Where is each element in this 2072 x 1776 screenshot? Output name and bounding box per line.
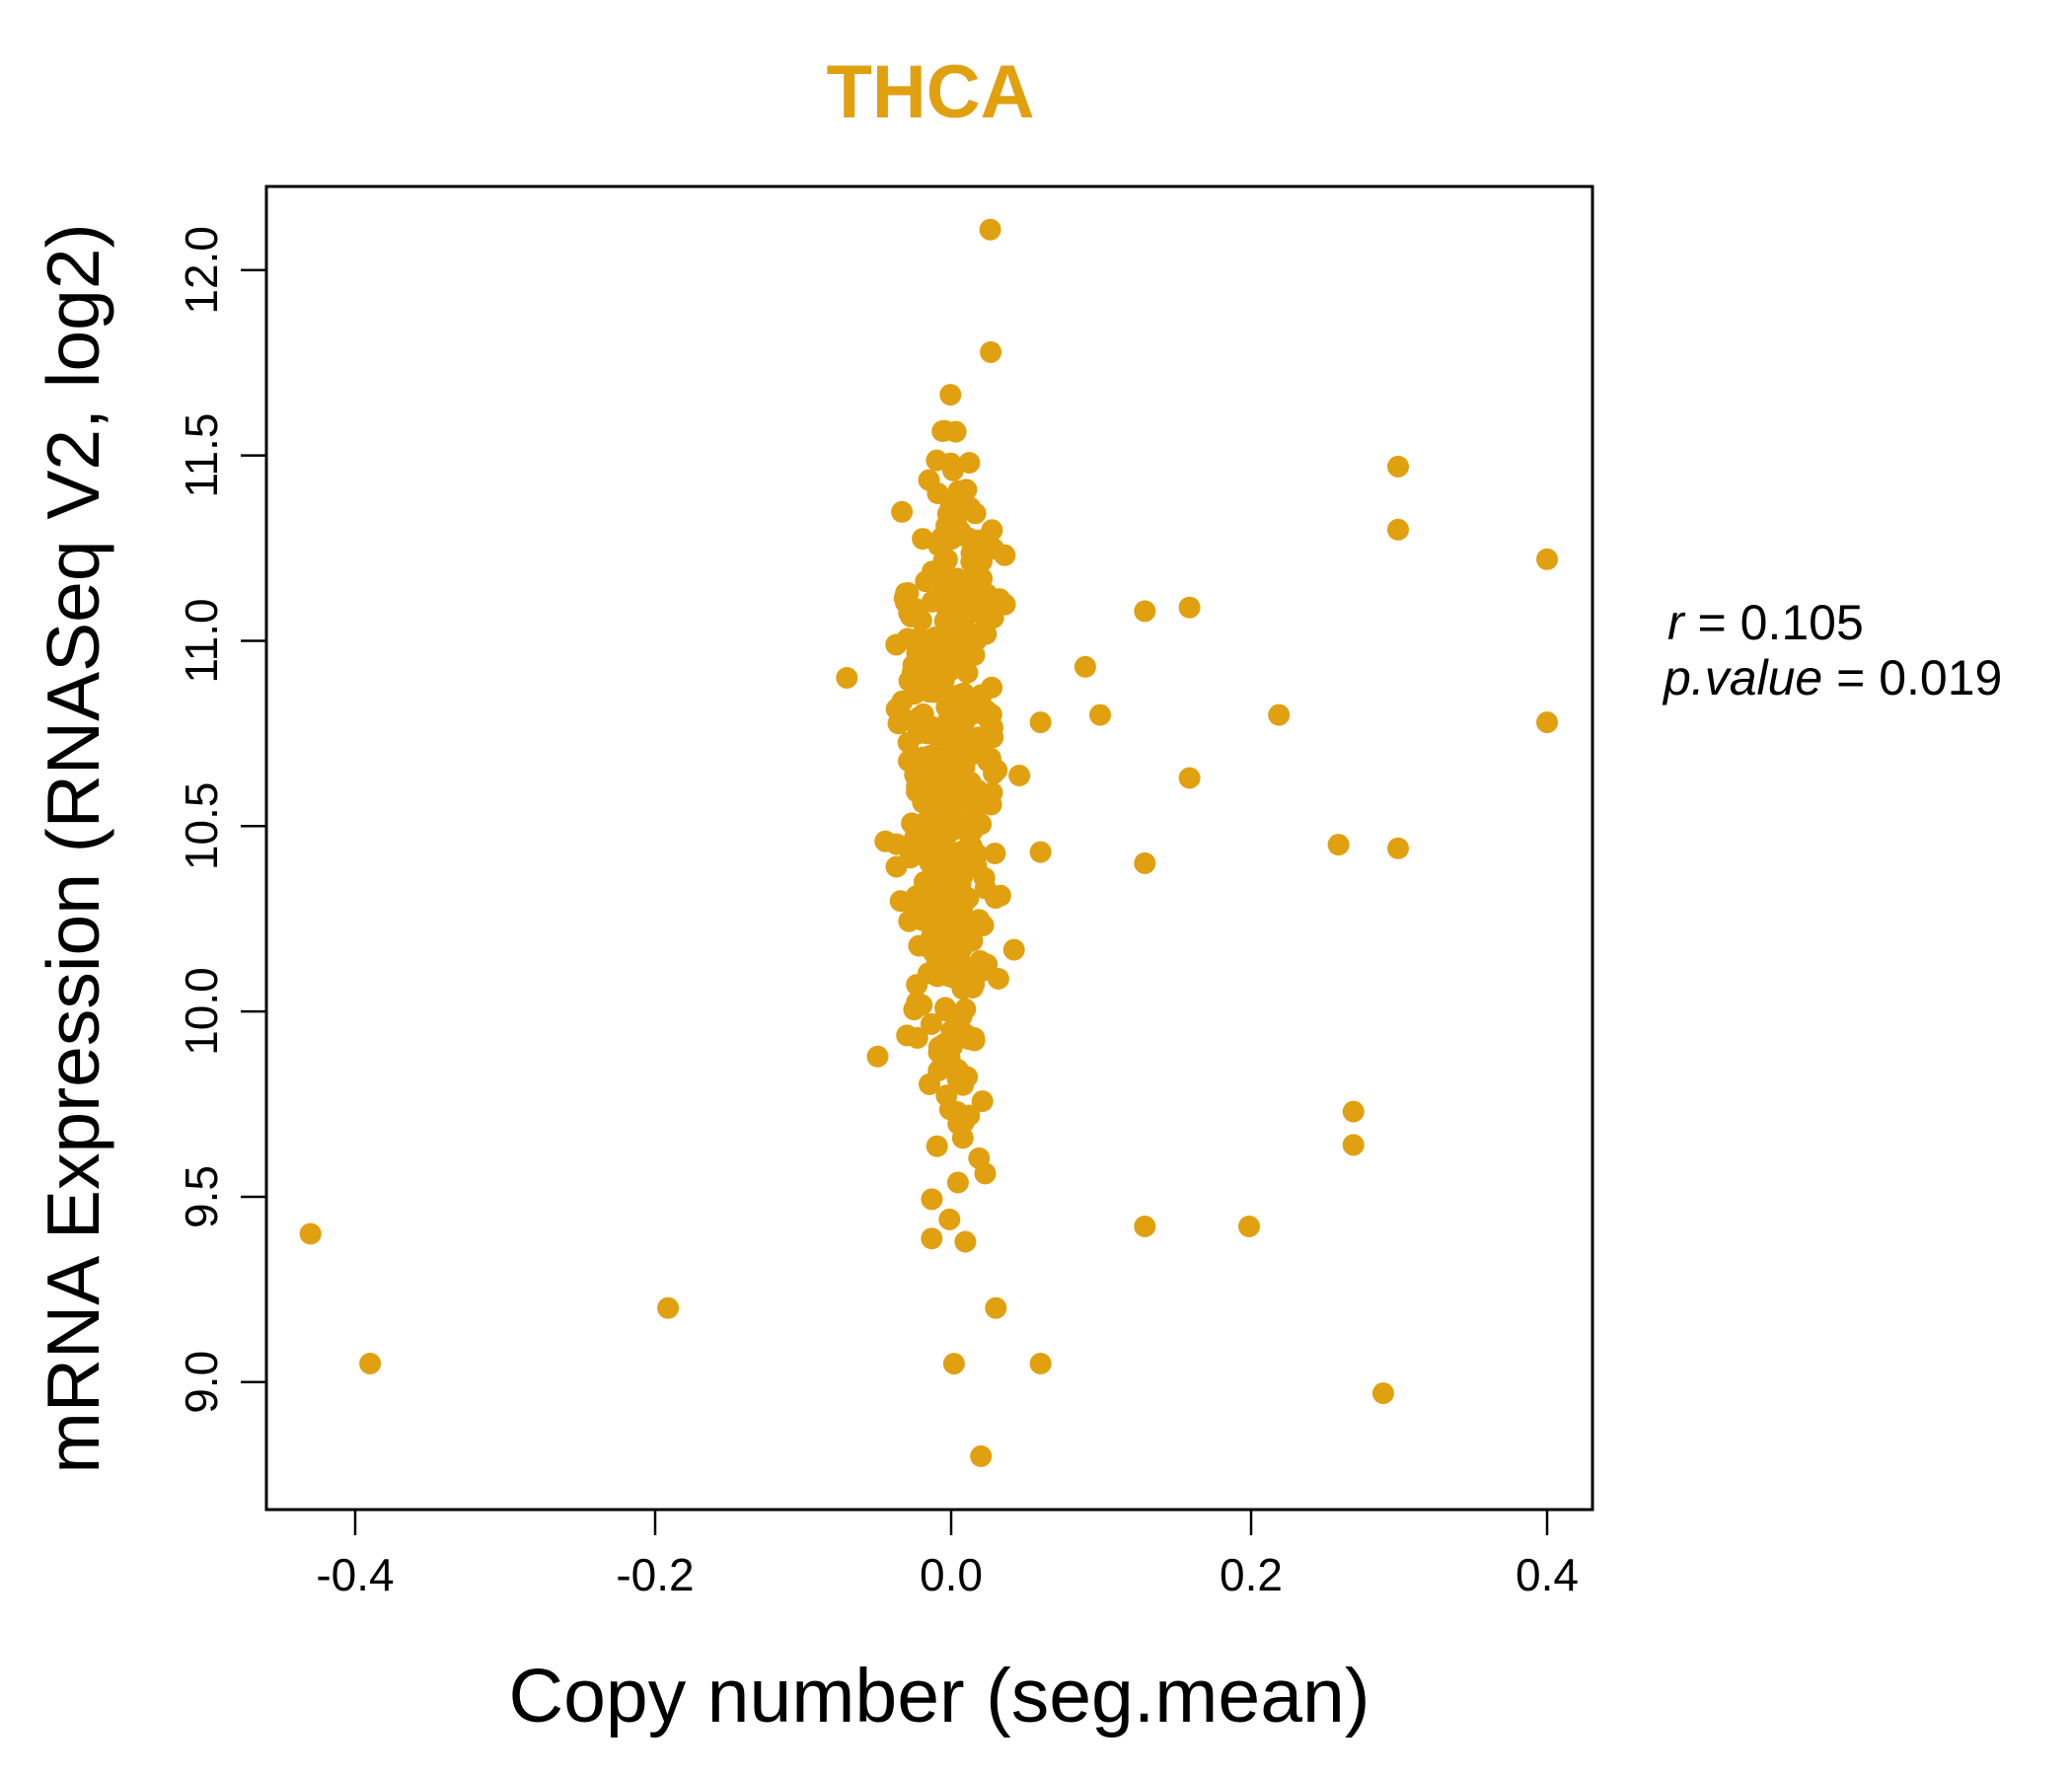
svg-text:10.0: 10.0: [176, 967, 227, 1056]
svg-text:11.0: 11.0: [176, 598, 227, 683]
svg-text:0.4: 0.4: [1516, 1549, 1579, 1600]
svg-text:11.5: 11.5: [176, 413, 227, 498]
svg-text:p.value = 0.019: p.value = 0.019: [1662, 650, 2002, 705]
svg-text:9.0: 9.0: [176, 1351, 227, 1414]
svg-text:Copy number (seg.mean): Copy number (seg.mean): [508, 1654, 1369, 1739]
svg-text:9.5: 9.5: [176, 1165, 227, 1228]
svg-text:THCA: THCA: [826, 50, 1034, 134]
svg-text:mRNA Expression (RNASeq V2, lo: mRNA Expression (RNASeq V2, log2): [32, 223, 114, 1473]
svg-text:12.0: 12.0: [176, 226, 227, 315]
svg-text:10.5: 10.5: [176, 782, 227, 871]
svg-text:0.0: 0.0: [920, 1549, 983, 1600]
svg-text:-0.2: -0.2: [616, 1549, 694, 1600]
svg-text:r = 0.105: r = 0.105: [1667, 595, 1864, 650]
svg-text:-0.4: -0.4: [316, 1549, 394, 1600]
svg-text:0.2: 0.2: [1220, 1549, 1283, 1600]
